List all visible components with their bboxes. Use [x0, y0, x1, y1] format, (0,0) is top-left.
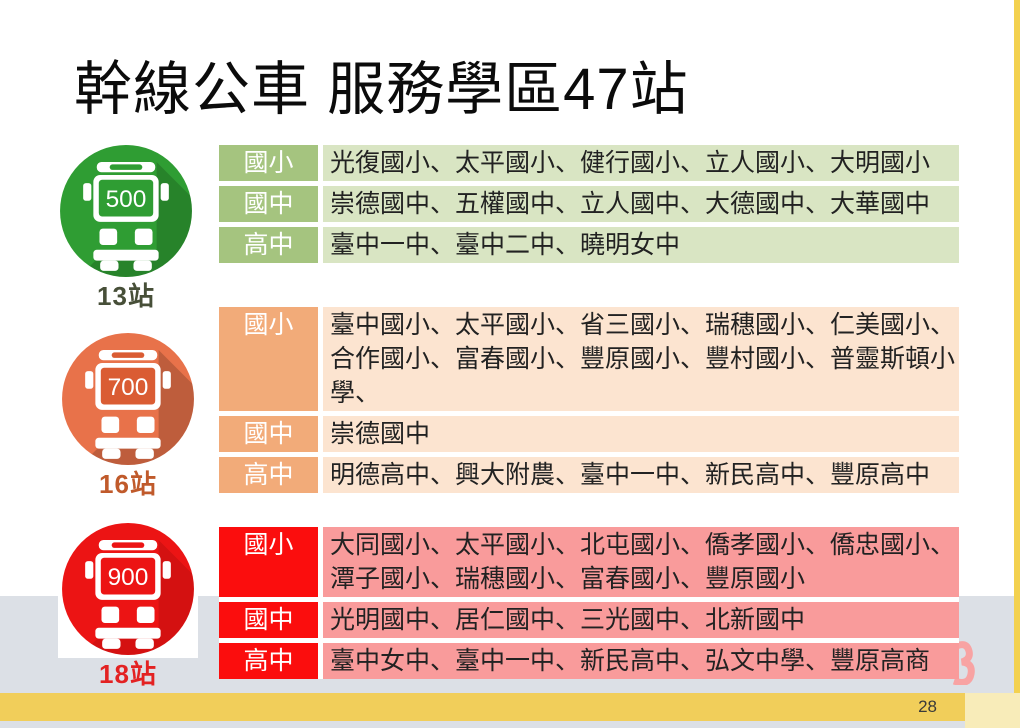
- row-schools: 明德高中、興大附農、臺中一中、新民高中、豐原高中: [323, 457, 959, 493]
- table-row: 國中 崇德國中、五權國中、立人國中、大德國中、大華國中: [219, 186, 959, 222]
- route-700-table: 國小 臺中國小、太平國小、省三國小、瑞穗國小、仁美國小、合作國小、富春國小、豐原…: [219, 307, 959, 493]
- row-schools: 臺中國小、太平國小、省三國小、瑞穗國小、仁美國小、合作國小、富春國小、豐原國小、…: [323, 307, 959, 411]
- bus-900-number: 900: [108, 563, 149, 590]
- row-header-junior-high: 國中: [219, 186, 318, 222]
- row-header-junior-high: 國中: [219, 602, 318, 638]
- route-500-table: 國小 光復國小、太平國小、健行國小、立人國小、大明國小 國中 崇德國中、五權國中…: [219, 145, 959, 263]
- bus-700-number: 700: [108, 373, 149, 400]
- bus-900-icon: 900: [58, 519, 198, 658]
- table-row: 國中 崇德國中: [219, 416, 959, 452]
- route-500-badge: 500 13站: [56, 141, 196, 310]
- table-row: 國中 光明國中、居仁國中、三光國中、北新國中: [219, 602, 959, 638]
- bus-500-icon: 500: [56, 141, 196, 280]
- bus-500-number: 500: [106, 185, 147, 212]
- route-900-badge: 900 18站: [58, 519, 198, 688]
- route-500-station-count: 13站: [97, 281, 155, 311]
- bus-700-icon: 700: [58, 329, 198, 468]
- page-title: 幹線公車 服務學區47站: [74, 57, 689, 122]
- page-number: 28: [918, 697, 937, 716]
- table-row: 國小 光復國小、太平國小、健行國小、立人國小、大明國小: [219, 145, 959, 181]
- table-row: 高中 明德高中、興大附農、臺中一中、新民高中、豐原高中: [219, 457, 959, 493]
- table-row: 國小 大同國小、太平國小、北屯國小、僑孝國小、僑忠國小、潭子國小、瑞穗國小、富春…: [219, 527, 959, 597]
- route-700-badge: 700 16站: [58, 329, 198, 498]
- table-row: 國小 臺中國小、太平國小、省三國小、瑞穗國小、仁美國小、合作國小、富春國小、豐原…: [219, 307, 959, 411]
- row-schools: 臺中女中、臺中一中、新民高中、弘文中學、豐原高商: [323, 643, 959, 679]
- row-schools: 臺中一中、臺中二中、曉明女中: [323, 227, 959, 263]
- route-900-table: 國小 大同國小、太平國小、北屯國小、僑孝國小、僑忠國小、潭子國小、瑞穗國小、富春…: [219, 527, 959, 679]
- right-yellow-stripe: [1014, 0, 1020, 728]
- row-schools: 崇德國中: [323, 416, 959, 452]
- row-schools: 大同國小、太平國小、北屯國小、僑孝國小、僑忠國小、潭子國小、瑞穗國小、富春國小、…: [323, 527, 959, 597]
- route-900-station-count: 18站: [99, 659, 157, 689]
- row-header-senior-high: 高中: [219, 457, 318, 493]
- row-header-senior-high: 高中: [219, 227, 318, 263]
- row-schools: 光明國中、居仁國中、三光國中、北新國中: [323, 602, 959, 638]
- row-header-senior-high: 高中: [219, 643, 318, 679]
- row-schools: 光復國小、太平國小、健行國小、立人國小、大明國小: [323, 145, 959, 181]
- bottom-yellow-bar: 28: [0, 693, 965, 721]
- table-row: 高中 臺中一中、臺中二中、曉明女中: [219, 227, 959, 263]
- row-header-elementary: 國小: [219, 307, 318, 411]
- row-header-elementary: 國小: [219, 145, 318, 181]
- row-schools: 崇德國中、五權國中、立人國中、大德國中、大華國中: [323, 186, 959, 222]
- row-header-junior-high: 國中: [219, 416, 318, 452]
- route-700-station-count: 16站: [99, 469, 157, 499]
- decorative-pink-glyph: [950, 641, 978, 690]
- row-header-elementary: 國小: [219, 527, 318, 597]
- table-row: 高中 臺中女中、臺中一中、新民高中、弘文中學、豐原高商: [219, 643, 959, 679]
- bottom-right-yellow-corner: [965, 693, 1020, 728]
